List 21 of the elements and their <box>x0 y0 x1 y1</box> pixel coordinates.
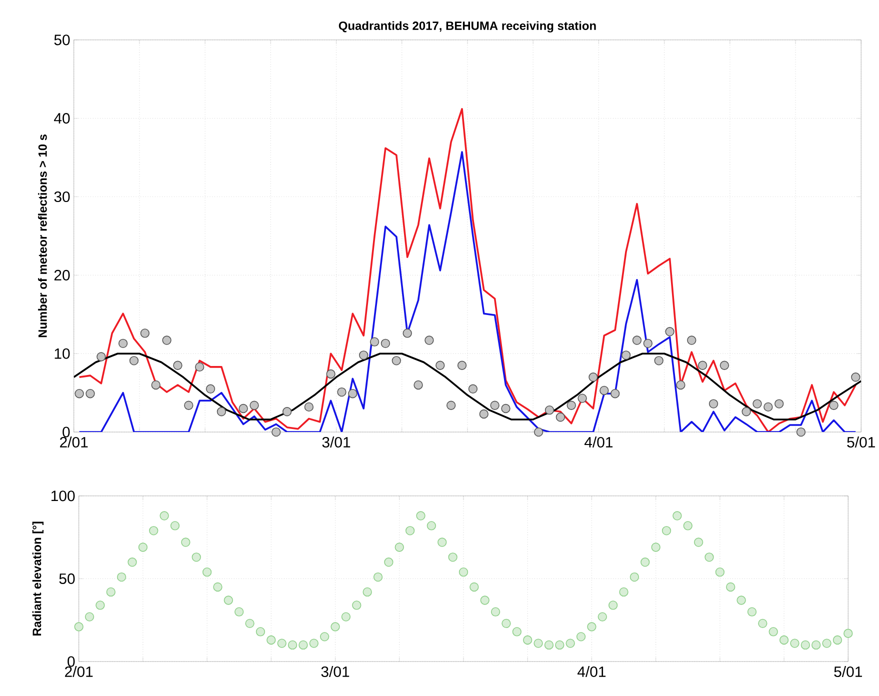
y-tick-label: 50 <box>54 34 70 45</box>
y-tick-label: 0 <box>62 426 70 438</box>
x-tick-label: 4/01 <box>584 436 613 448</box>
x-tick-label: 5/01 <box>834 666 862 677</box>
x-tick-label: 4/01 <box>577 666 606 677</box>
chart-title: Quadrantids 2017, BEHUMA receiving station <box>338 20 596 32</box>
y-tick-label: 40 <box>54 112 70 124</box>
x-tick-label: 2/01 <box>65 666 93 677</box>
y-tick-label: 30 <box>54 191 70 202</box>
y-tick-label: 50 <box>59 573 75 584</box>
y-tick-label: 100 <box>51 490 75 501</box>
x-tick-label: 3/01 <box>321 666 350 677</box>
y-axis-title: Number of meteor reflections > 10 s <box>38 134 47 337</box>
y-tick-label: 0 <box>68 656 75 667</box>
x-tick-label: 3/01 <box>322 436 350 448</box>
y-tick-label: 10 <box>54 348 70 359</box>
line-series <box>74 352 862 420</box>
x-tick-label: 5/01 <box>847 436 875 448</box>
y-tick-label: 20 <box>54 270 70 280</box>
y-axis-title: Radiant elevation [°] <box>32 522 44 636</box>
x-tick-label: 2/01 <box>60 436 88 448</box>
